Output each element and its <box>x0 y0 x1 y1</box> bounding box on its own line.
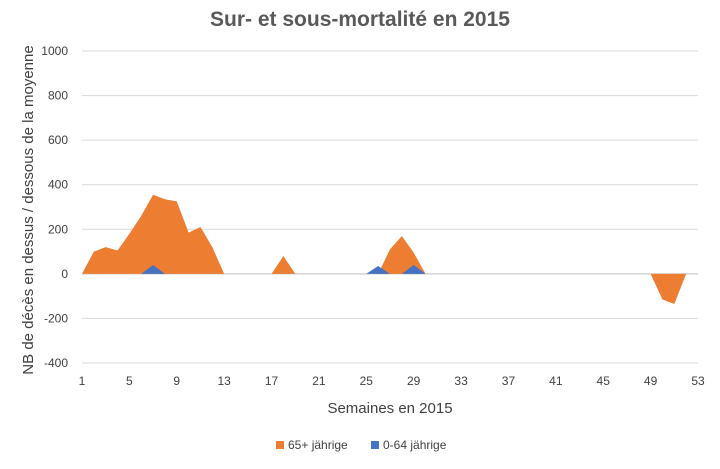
x-tick-label: 45 <box>597 374 611 388</box>
legend-label-0: 65+ jährige <box>288 438 348 452</box>
chart-title: Sur- et sous-mortalité en 2015 <box>210 8 510 31</box>
x-tick-label: 49 <box>644 374 658 388</box>
y-tick-label: 1000 <box>41 44 68 58</box>
x-tick-label: 37 <box>502 374 516 388</box>
y-tick-label: 800 <box>48 89 68 103</box>
plot-area <box>82 194 687 304</box>
series-area-0 <box>82 194 687 304</box>
y-tick-label: -400 <box>44 356 68 370</box>
x-tick-label: 25 <box>360 374 374 388</box>
legend-swatch-0 <box>276 441 284 449</box>
y-tick-label: 400 <box>48 178 68 192</box>
x-tick-label: 33 <box>454 374 468 388</box>
y-axis-label: NB de décès en dessus / dessous de la mo… <box>20 45 37 374</box>
x-tick-label: 21 <box>312 374 326 388</box>
legend: 65+ jährige 0-64 jährige <box>276 438 447 452</box>
x-tick-label: 13 <box>217 374 231 388</box>
y-tick-label: 0 <box>61 267 68 281</box>
x-tick-label: 29 <box>407 374 421 388</box>
y-tick-label: -200 <box>44 311 68 325</box>
x-tick-label: 9 <box>173 374 180 388</box>
x-tick-label: 17 <box>265 374 279 388</box>
x-tick-label: 1 <box>79 374 86 388</box>
x-tick-label: 5 <box>126 374 133 388</box>
x-tick-label: 53 <box>691 374 705 388</box>
y-tick-label: 600 <box>48 133 68 147</box>
x-tick-label: 41 <box>549 374 563 388</box>
legend-label-1: 0-64 jährige <box>383 438 447 452</box>
legend-swatch-1 <box>371 441 379 449</box>
series-area-1 <box>82 264 687 274</box>
x-axis-label: Semaines en 2015 <box>327 400 452 417</box>
y-axis: -400 -200 0 200 400 600 800 1000 <box>41 44 68 370</box>
y-tick-label: 200 <box>48 222 68 236</box>
x-axis: 1 5 9 13 17 21 25 29 33 37 41 45 49 53 <box>79 374 705 388</box>
